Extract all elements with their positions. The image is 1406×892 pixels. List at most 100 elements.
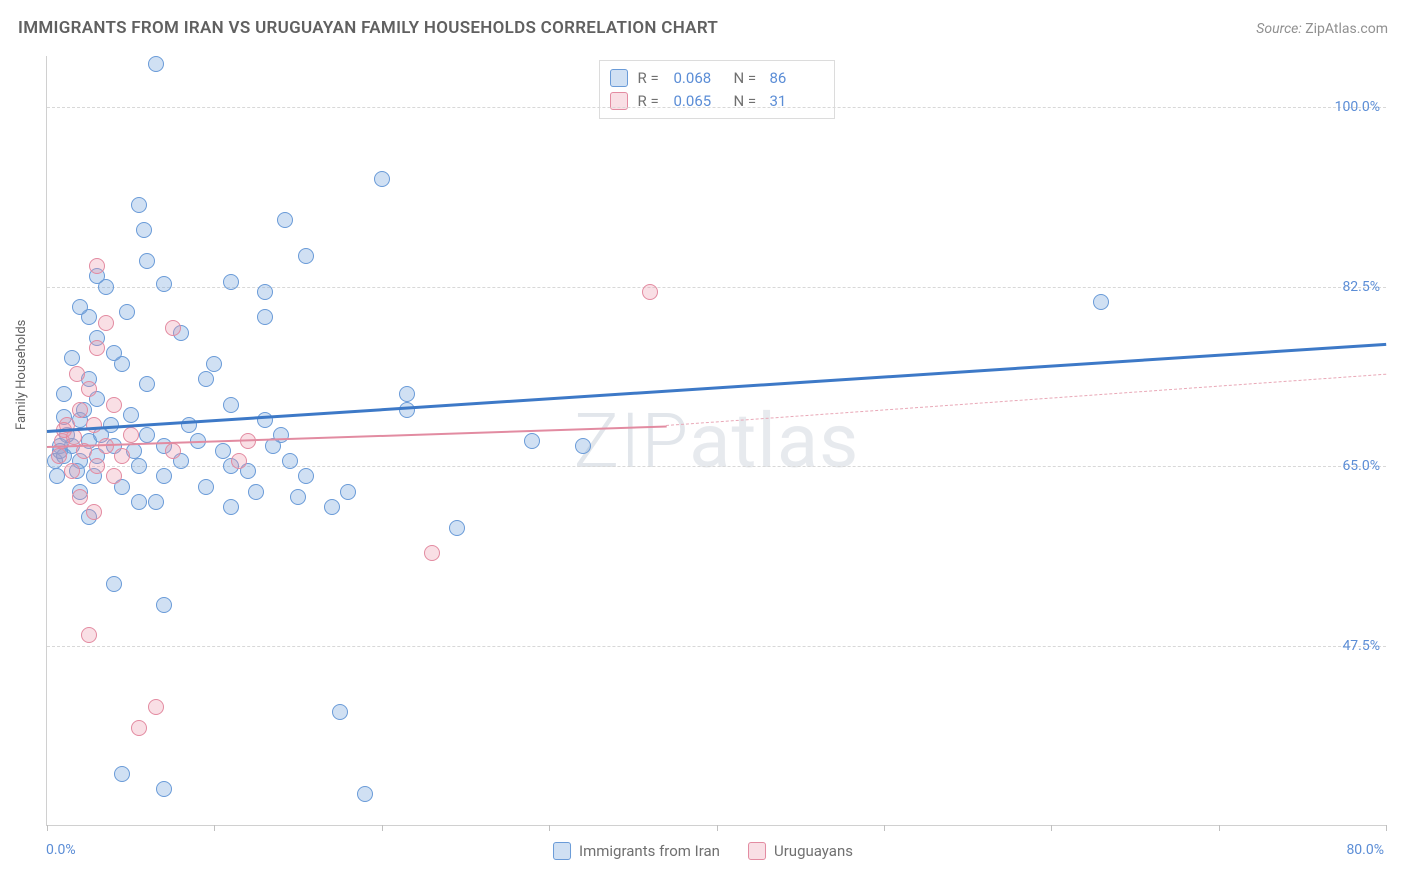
watermark-atlas: atlas: [689, 396, 859, 486]
x-axis-min-label: 0.0%: [46, 842, 76, 858]
watermark-zip: ZIP: [574, 396, 690, 486]
x-axis-max-label: 80.0%: [1346, 842, 1384, 858]
source-label: Source:: [1256, 21, 1301, 37]
data-point: [198, 479, 214, 495]
data-point: [324, 499, 340, 515]
data-point: [81, 381, 97, 397]
watermark: ZIPatlas: [574, 396, 860, 486]
data-point: [89, 340, 105, 356]
x-tick: [1386, 825, 1387, 831]
data-point: [72, 489, 88, 505]
y-tick-label: 82.5%: [1342, 279, 1380, 295]
page-root: IMMIGRANTS FROM IRAN VS URUGUAYAN FAMILY…: [0, 0, 1406, 892]
data-point: [86, 504, 102, 520]
data-point: [206, 356, 222, 372]
data-point: [298, 468, 314, 484]
data-point: [139, 376, 155, 392]
data-point: [282, 453, 298, 469]
data-point: [148, 494, 164, 510]
legend-label-iran: Immigrants from Iran: [579, 842, 720, 860]
data-point: [148, 699, 164, 715]
data-point: [81, 627, 97, 643]
data-point: [357, 786, 373, 802]
data-point: [131, 458, 147, 474]
legend-row-uruguay: R = 0.065 N = 31: [610, 90, 820, 113]
gridline: [47, 107, 1386, 108]
data-point: [575, 438, 591, 454]
data-point: [72, 402, 88, 418]
n-label: N =: [734, 67, 760, 90]
data-point: [131, 197, 147, 213]
data-point: [449, 520, 465, 536]
data-point: [248, 484, 264, 500]
data-point: [64, 350, 80, 366]
x-tick: [382, 825, 383, 831]
data-point: [156, 468, 172, 484]
gridline: [47, 287, 1386, 288]
swatch-iran: [610, 69, 628, 87]
header: IMMIGRANTS FROM IRAN VS URUGUAYAN FAMILY…: [18, 18, 1388, 38]
r-label: R =: [638, 90, 664, 113]
y-tick-label: 47.5%: [1342, 638, 1380, 654]
data-point: [642, 284, 658, 300]
data-point: [72, 299, 88, 315]
y-tick-label: 65.0%: [1342, 458, 1380, 474]
x-tick: [214, 825, 215, 831]
r-value-uruguay: 0.065: [674, 90, 724, 113]
data-point: [298, 248, 314, 264]
data-point: [524, 433, 540, 449]
data-point: [156, 597, 172, 613]
data-point: [123, 427, 139, 443]
data-point: [106, 468, 122, 484]
data-point: [131, 720, 147, 736]
chart-title: IMMIGRANTS FROM IRAN VS URUGUAYAN FAMILY…: [18, 18, 718, 38]
data-point: [49, 468, 65, 484]
data-point: [106, 576, 122, 592]
data-point: [119, 304, 135, 320]
legend-item-iran: Immigrants from Iran: [553, 842, 720, 860]
data-point: [374, 171, 390, 187]
data-point: [165, 320, 181, 336]
data-point: [69, 366, 85, 382]
data-point: [139, 253, 155, 269]
data-point: [399, 386, 415, 402]
n-value-iran: 86: [770, 67, 820, 90]
data-point: [1093, 294, 1109, 310]
legend-item-uruguay: Uruguayans: [748, 842, 853, 860]
x-tick: [1051, 825, 1052, 831]
data-point: [277, 212, 293, 228]
data-point: [156, 781, 172, 797]
data-point: [89, 458, 105, 474]
data-point: [223, 499, 239, 515]
data-point: [223, 397, 239, 413]
data-point: [56, 386, 72, 402]
data-point: [114, 448, 130, 464]
data-point: [424, 545, 440, 561]
data-point: [148, 56, 164, 72]
data-point: [106, 345, 122, 361]
legend-row-iran: R = 0.068 N = 86: [610, 67, 820, 90]
data-point: [257, 309, 273, 325]
data-point: [223, 274, 239, 290]
data-point: [123, 407, 139, 423]
data-point: [340, 484, 356, 500]
legend-correlation: R = 0.068 N = 86 R = 0.065 N = 31: [599, 60, 835, 119]
data-point: [114, 766, 130, 782]
data-point: [89, 258, 105, 274]
source-credit: Source: ZipAtlas.com: [1256, 21, 1388, 37]
x-tick: [717, 825, 718, 831]
data-point: [290, 489, 306, 505]
data-point: [98, 315, 114, 331]
data-point: [257, 412, 273, 428]
data-point: [106, 397, 122, 413]
data-point: [198, 371, 214, 387]
data-point: [51, 448, 67, 464]
x-tick: [47, 825, 48, 831]
gridline: [47, 646, 1386, 647]
legend-series: Immigrants from Iran Uruguayans: [553, 842, 853, 860]
data-point: [156, 276, 172, 292]
swatch-uruguay: [748, 842, 766, 860]
legend-label-uruguay: Uruguayans: [774, 842, 853, 860]
data-point: [165, 443, 181, 459]
swatch-iran: [553, 842, 571, 860]
